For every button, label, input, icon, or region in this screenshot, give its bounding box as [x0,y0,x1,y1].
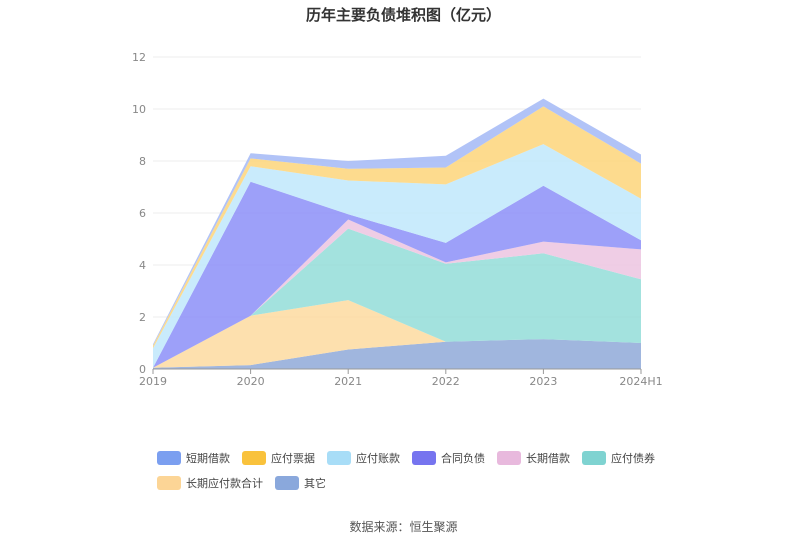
legend-label: 长期借款 [526,452,570,465]
area-应付债券[interactable] [153,228,641,368]
y-tick-label: 10 [132,103,146,116]
y-tick-label: 0 [139,363,146,376]
legend-item[interactable]: 长期应付款合计 [157,475,263,491]
legend-item[interactable]: 短期借款 [157,450,230,466]
legend-item[interactable]: 应付票据 [242,450,315,466]
y-tick-label: 4 [139,259,146,272]
legend-label: 合同负债 [441,452,485,465]
x-tick-label: 2021 [334,375,362,388]
axes: 0 2 4 6 8 10 12 2019 2020 2021 2022 2023 2024H1 [132,51,663,388]
y-tick-label: 8 [139,155,146,168]
area-长期应付款合计[interactable] [153,300,641,368]
x-tick-label: 2023 [529,375,557,388]
y-tick-label: 6 [139,207,146,220]
legend-label: 应付账款 [356,452,400,465]
area-其它[interactable] [153,339,641,369]
x-tick-label: 2022 [432,375,460,388]
area-应付账款[interactable] [153,144,641,368]
legend-swatch [157,476,181,490]
y-tick-label: 2 [139,311,146,324]
legend: 短期借款 应付票据 应付账款 合同负债 长期借款 应付债券长期应付款合计 其它 [157,450,677,500]
chart-title: 历年主要负债堆积图（亿元） [305,6,501,24]
legend-item[interactable]: 其它 [275,475,326,491]
legend-item[interactable]: 应付债券 [582,450,655,466]
area-应付票据[interactable] [153,106,641,349]
legend-label: 长期应付款合计 [186,477,263,490]
legend-swatch [497,451,521,465]
legend-swatch [412,451,436,465]
legend-swatch [275,476,299,490]
x-tick-label: 2020 [237,375,265,388]
area-series [153,98,641,369]
data-source: 数据来源：恒生聚源 [349,520,458,534]
x-tick-label: 2019 [139,375,167,388]
legend-item[interactable]: 应付账款 [327,450,400,466]
legend-label: 应付票据 [271,452,315,465]
area-短期借款[interactable] [153,98,641,346]
legend-label: 应付债券 [611,452,655,465]
legend-label: 短期借款 [186,452,230,465]
x-tick-label: 2024H1 [619,375,662,388]
stacked-area-chart: 0 2 4 6 8 10 12 2019 2020 2021 2022 2023 2024H1 [132,51,663,388]
y-tick-label: 12 [132,51,146,64]
legend-label: 其它 [304,477,326,490]
legend-item[interactable]: 合同负债 [412,450,485,466]
legend-swatch [327,451,351,465]
area-合同负债[interactable] [153,181,641,368]
legend-swatch [157,451,181,465]
legend-swatch [242,451,266,465]
legend-item[interactable]: 长期借款 [497,450,570,466]
legend-swatch [582,451,606,465]
